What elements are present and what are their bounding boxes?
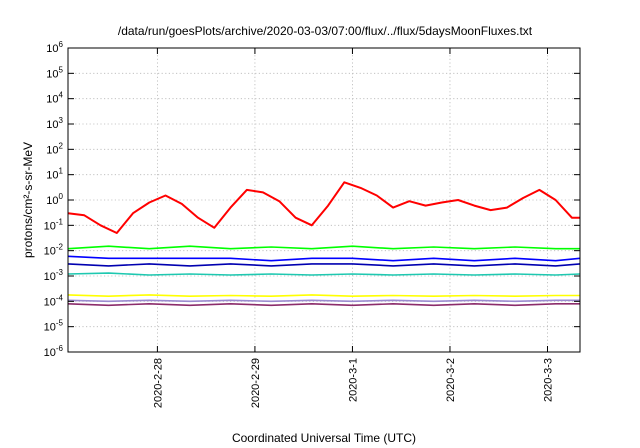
series-line-8 [67, 302, 580, 307]
y-tick-label: 106 [46, 40, 63, 55]
x-tick-label: 2020-2-28 [152, 358, 164, 408]
chart-title: /data/run/goesPlots/archive/2020-03-03/0… [118, 24, 533, 38]
x-tick-labels: 2020-2-28 2020-2-29 2020-3-1 2020-3-2 2020-3… [152, 358, 554, 408]
axis-ticks [68, 47, 580, 353]
series-line-7 [67, 299, 580, 303]
y-tick-label: 101 [46, 167, 63, 182]
y-tick-label: 10-1 [44, 217, 64, 232]
series-line-5 [67, 272, 581, 276]
y-tick-label: 104 [46, 91, 63, 106]
grid [68, 48, 580, 352]
series-line-6 [67, 294, 580, 298]
x-tick-label: 2020-3-3 [542, 358, 554, 402]
x-axis-label: Coordinated Universal Time (UTC) [232, 431, 416, 445]
y-tick-label: 105 [46, 65, 63, 80]
series-line-3 [67, 255, 581, 262]
series-line-2 [67, 245, 580, 250]
y-tick-label: 103 [46, 116, 63, 131]
y-tick-label: 102 [46, 141, 63, 156]
y-axis-label: protons/cm²-s-sr-MeV [21, 142, 35, 258]
x-tick-label: 2020-3-2 [445, 358, 457, 402]
y-tick-label: 100 [46, 192, 63, 207]
y-tick-label: 10-6 [44, 344, 64, 359]
y-tick-label: 10-2 [44, 243, 64, 258]
y-tick-label: 10-3 [44, 268, 64, 283]
series-line-4 [67, 263, 581, 267]
series-group [67, 181, 581, 307]
y-tick-label: 10-4 [44, 293, 64, 308]
y-tick-labels: 10-6 10-5 10-4 10-3 10-2 10-1 100 101 102 103 104 1… [44, 40, 64, 359]
series-line-1 [67, 181, 580, 234]
x-tick-label: 2020-3-1 [347, 358, 359, 402]
x-tick-label: 2020-2-29 [250, 358, 262, 408]
y-tick-label: 10-5 [44, 319, 64, 334]
